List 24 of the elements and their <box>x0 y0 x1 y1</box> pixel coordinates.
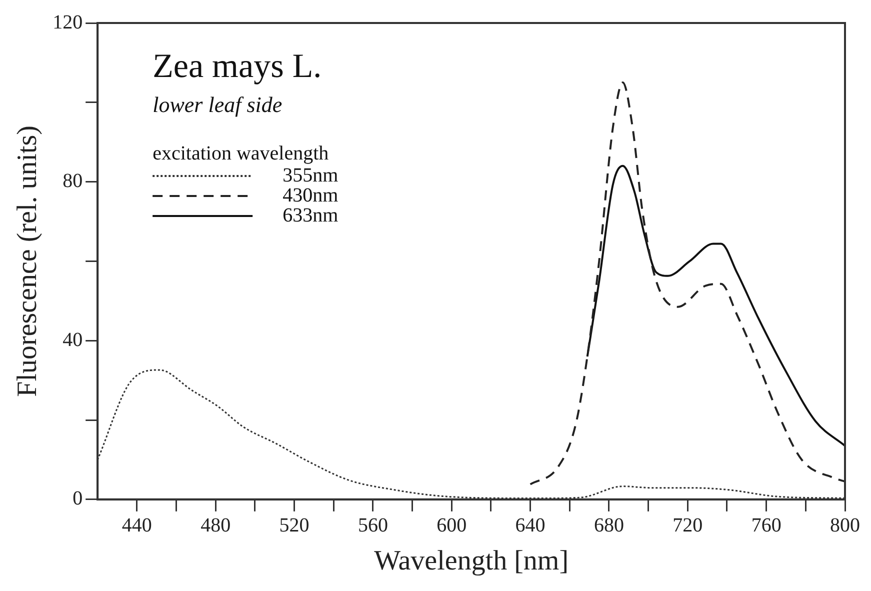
x-tick-label: 800 <box>830 514 860 537</box>
legend-title: excitation wavelength <box>152 142 329 164</box>
y-tick-label: 0 <box>72 488 83 510</box>
x-axis-title: Wavelength [nm] <box>374 546 569 577</box>
x-tick-label: 640 <box>515 514 546 537</box>
x-tick-label: 600 <box>436 514 467 537</box>
x-tick-label: 480 <box>200 514 231 537</box>
x-tick-label: 680 <box>594 514 624 537</box>
legend-label: 355nm <box>282 164 339 186</box>
text: lower leaf side <box>152 92 282 117</box>
legend-label: 633nm <box>282 204 339 226</box>
y-tick-label: 80 <box>62 170 83 192</box>
text: Zea mays L. <box>152 48 322 85</box>
legend-label: 430nm <box>282 184 339 206</box>
line-series <box>529 82 845 486</box>
x-tick-label: 720 <box>672 514 703 537</box>
line-series <box>586 164 845 447</box>
y-axis-title: Fluorescence (rel. units) <box>12 126 44 397</box>
x-tick-label: 560 <box>358 514 388 537</box>
y-tick-label: 120 <box>52 11 83 34</box>
x-tick-label: 440 <box>122 514 152 537</box>
y-tick-label: 40 <box>62 328 83 351</box>
x-tick-label: 760 <box>751 514 782 537</box>
x-tick-label: 520 <box>279 514 310 537</box>
